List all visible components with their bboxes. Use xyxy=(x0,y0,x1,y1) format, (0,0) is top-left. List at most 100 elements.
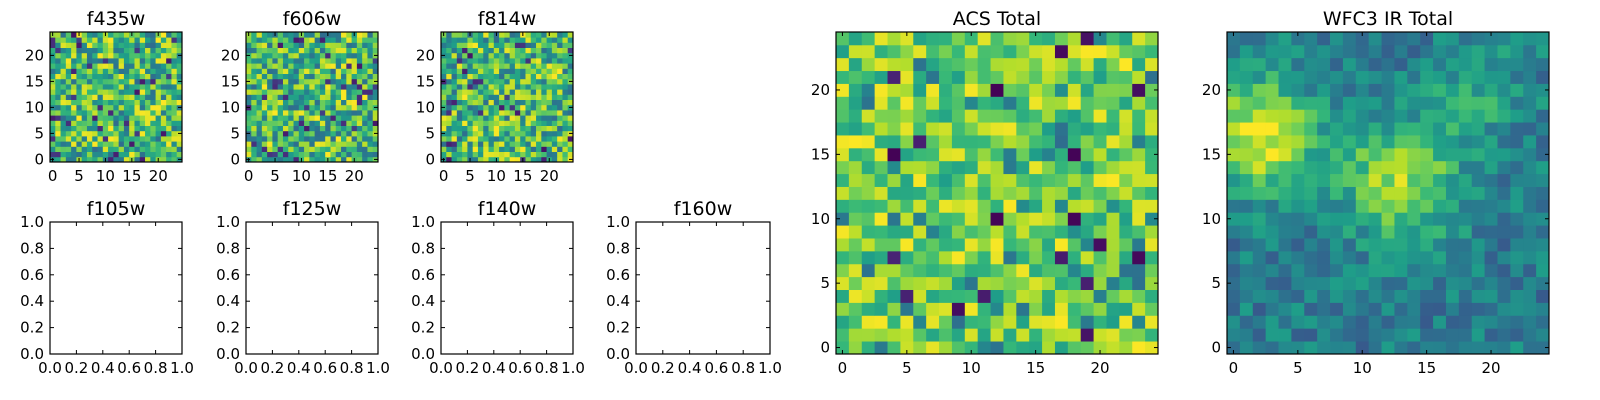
heatmap-cell xyxy=(251,42,257,48)
heatmap-cell xyxy=(1252,109,1267,123)
heatmap-cell xyxy=(251,141,257,147)
heatmap-cell xyxy=(467,52,474,59)
heatmap-cell xyxy=(97,32,104,38)
heatmap-cell xyxy=(483,89,489,95)
heatmap-cell xyxy=(1407,250,1421,265)
heatmap-cell xyxy=(102,52,109,59)
heatmap-cell xyxy=(530,125,537,132)
heatmap-cell xyxy=(1003,173,1017,187)
heatmap-cell xyxy=(282,84,289,90)
heatmap-cell xyxy=(1093,70,1107,84)
heatmap-cell xyxy=(1132,57,1146,72)
heatmap-cell xyxy=(171,130,178,137)
heatmap-cell xyxy=(546,120,553,126)
heatmap-cell xyxy=(129,125,135,132)
heatmap-cell xyxy=(1029,199,1043,213)
heatmap-cell xyxy=(874,44,888,59)
heatmap-cell xyxy=(134,125,141,132)
heatmap-cell xyxy=(71,73,77,80)
heatmap-cell xyxy=(155,120,162,126)
heatmap-cell xyxy=(990,109,1004,123)
heatmap-cell xyxy=(1330,315,1344,329)
y-tick-label: 15 xyxy=(811,145,830,163)
heatmap-cell xyxy=(1484,70,1498,84)
heatmap-cell xyxy=(520,84,526,90)
heatmap-cell xyxy=(1252,147,1267,162)
heatmap-cell xyxy=(1093,315,1107,329)
heatmap-cell xyxy=(1381,147,1395,162)
heatmap-cell xyxy=(65,125,72,132)
heatmap-cell xyxy=(1445,44,1460,59)
heatmap-cell xyxy=(1368,32,1382,46)
heatmap-cell xyxy=(483,136,489,142)
heatmap-cell xyxy=(1497,70,1511,84)
heatmap-cell xyxy=(1029,341,1043,355)
heatmap-cell xyxy=(1484,109,1498,123)
heatmap-cell xyxy=(1239,135,1254,149)
heatmap-cell xyxy=(118,52,125,59)
heatmap-cell xyxy=(160,84,167,90)
heatmap-cell xyxy=(1304,263,1318,278)
heatmap-cell xyxy=(1016,57,1030,72)
heatmap-cell xyxy=(456,94,463,100)
heatmap-cell xyxy=(900,199,914,213)
heatmap-cell xyxy=(71,156,77,163)
heatmap-cell xyxy=(277,141,284,147)
heatmap-cell xyxy=(1394,250,1408,265)
heatmap-cell xyxy=(335,84,342,90)
heatmap-cell xyxy=(567,73,574,80)
heatmap-cell xyxy=(1330,225,1344,239)
heatmap-cell xyxy=(160,73,167,80)
heatmap-cell xyxy=(456,151,463,158)
heatmap-cell xyxy=(1536,302,1550,316)
heatmap-cell xyxy=(874,160,888,175)
heatmap-cell xyxy=(150,104,156,111)
heatmap-cell xyxy=(256,146,263,152)
heatmap-cell xyxy=(1355,276,1370,290)
heatmap-cell xyxy=(836,57,850,72)
heatmap-cell xyxy=(1067,135,1082,149)
heatmap-cell xyxy=(176,151,183,158)
heatmap-cell xyxy=(362,42,368,48)
heatmap-cell xyxy=(441,141,447,147)
x-tick-label: 0.0 xyxy=(429,359,453,377)
heatmap-cell xyxy=(246,42,252,48)
heatmap-cell xyxy=(488,68,495,74)
heatmap-cell xyxy=(134,110,141,116)
heatmap-cell xyxy=(493,136,500,142)
heatmap-cell xyxy=(261,89,268,95)
heatmap-cell xyxy=(1093,341,1107,355)
heatmap-cell xyxy=(504,146,511,152)
heatmap-cell xyxy=(288,84,294,90)
heatmap-cell xyxy=(514,156,521,163)
heatmap-cell xyxy=(86,104,93,111)
heatmap-cell xyxy=(129,115,135,121)
heatmap-cell xyxy=(60,136,67,142)
heatmap-cell xyxy=(1433,276,1447,290)
heatmap-cell xyxy=(456,47,463,54)
heatmap-cell xyxy=(913,302,927,316)
heatmap-cell xyxy=(861,328,876,342)
y-tick-label: 0.4 xyxy=(216,292,240,310)
heatmap-cell xyxy=(900,173,914,187)
heatmap-cell xyxy=(1291,315,1305,329)
heatmap-cell xyxy=(256,32,263,38)
heatmap-cell xyxy=(309,32,316,38)
heatmap-cell xyxy=(1252,70,1267,84)
heatmap-cell xyxy=(123,136,130,142)
heatmap-cell xyxy=(71,110,77,116)
heatmap-cell xyxy=(134,130,141,137)
heatmap-cell xyxy=(530,37,537,43)
heatmap-cell xyxy=(1029,160,1043,175)
heatmap-cell xyxy=(1252,122,1267,136)
heatmap-cell xyxy=(367,68,374,74)
heatmap-cell xyxy=(456,52,463,59)
heatmap-cell xyxy=(1119,250,1133,265)
heatmap-cell xyxy=(530,156,537,163)
heatmap-cell xyxy=(325,73,331,80)
heatmap-cell xyxy=(456,68,463,74)
heatmap-cell xyxy=(1252,225,1267,239)
heatmap-cell xyxy=(441,94,447,100)
heatmap-cell xyxy=(134,42,141,48)
heatmap-cell xyxy=(900,70,914,84)
